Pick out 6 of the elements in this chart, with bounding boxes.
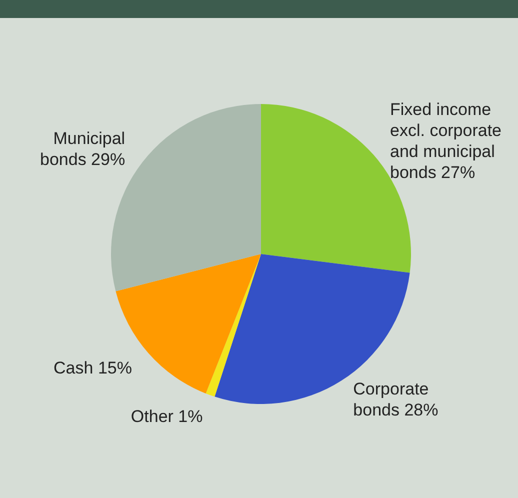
slice-label: Municipal bonds 29%: [40, 129, 126, 170]
slice-label: Corporate bonds 28%: [353, 380, 438, 420]
pie-slice: [206, 254, 261, 397]
slice-label: Fixed income excl. corporate and municipal bonds 27%: [390, 100, 502, 182]
slice-label: Other 1%: [130, 406, 203, 426]
slice-label: Cash 15%: [54, 358, 132, 378]
